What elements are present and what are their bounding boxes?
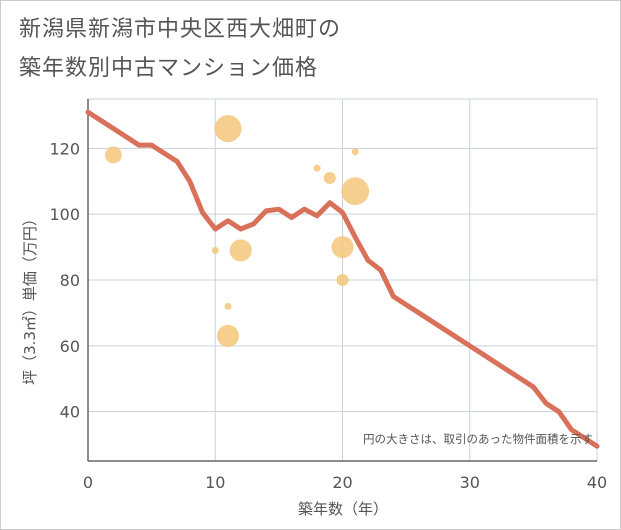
x-tick-label: 40: [587, 473, 607, 492]
bubble-point: [351, 148, 359, 156]
y-tick-label: 100: [49, 205, 80, 224]
chart-title-line-1: 新潟県新潟市中央区西大畑町の: [19, 17, 342, 42]
bubble-point: [224, 302, 232, 310]
bubble-point: [216, 324, 239, 347]
bubble-point: [323, 171, 336, 185]
y-tick-label: 60: [60, 337, 80, 356]
bubble-size-note: 円の大きさは、取引のあった物件面積を示す: [363, 432, 593, 446]
bubble-point: [105, 146, 122, 164]
trend-line-group: [85, 109, 600, 449]
x-tick-label: 10: [205, 473, 225, 492]
trend-line: [85, 109, 600, 449]
bubble-point: [336, 273, 349, 287]
bubble-point: [313, 164, 321, 172]
y-axis-label: 坪（3.3㎡）単価（万円）: [21, 211, 39, 385]
x-tick-label: 0: [83, 473, 93, 492]
bubble-point: [331, 236, 354, 259]
bubble-point: [229, 239, 252, 262]
axes: [87, 99, 597, 462]
x-axis-label: 築年数（年）: [298, 500, 388, 518]
bubble-point: [341, 177, 370, 206]
y-tick-label: 80: [60, 271, 80, 290]
y-tick-label: 40: [60, 403, 80, 422]
bubble-point: [214, 115, 242, 143]
tick-labels: 0 10 20 30 40 40 60 80 100 120: [49, 139, 607, 492]
x-tick-label: 30: [460, 473, 480, 492]
chart-title-line-2: 築年数別中古マンション価格: [19, 56, 319, 81]
y-tick-label: 120: [49, 139, 80, 158]
bubble-points: [105, 115, 370, 347]
bubble-point: [211, 246, 219, 254]
x-tick-label: 20: [332, 473, 352, 492]
